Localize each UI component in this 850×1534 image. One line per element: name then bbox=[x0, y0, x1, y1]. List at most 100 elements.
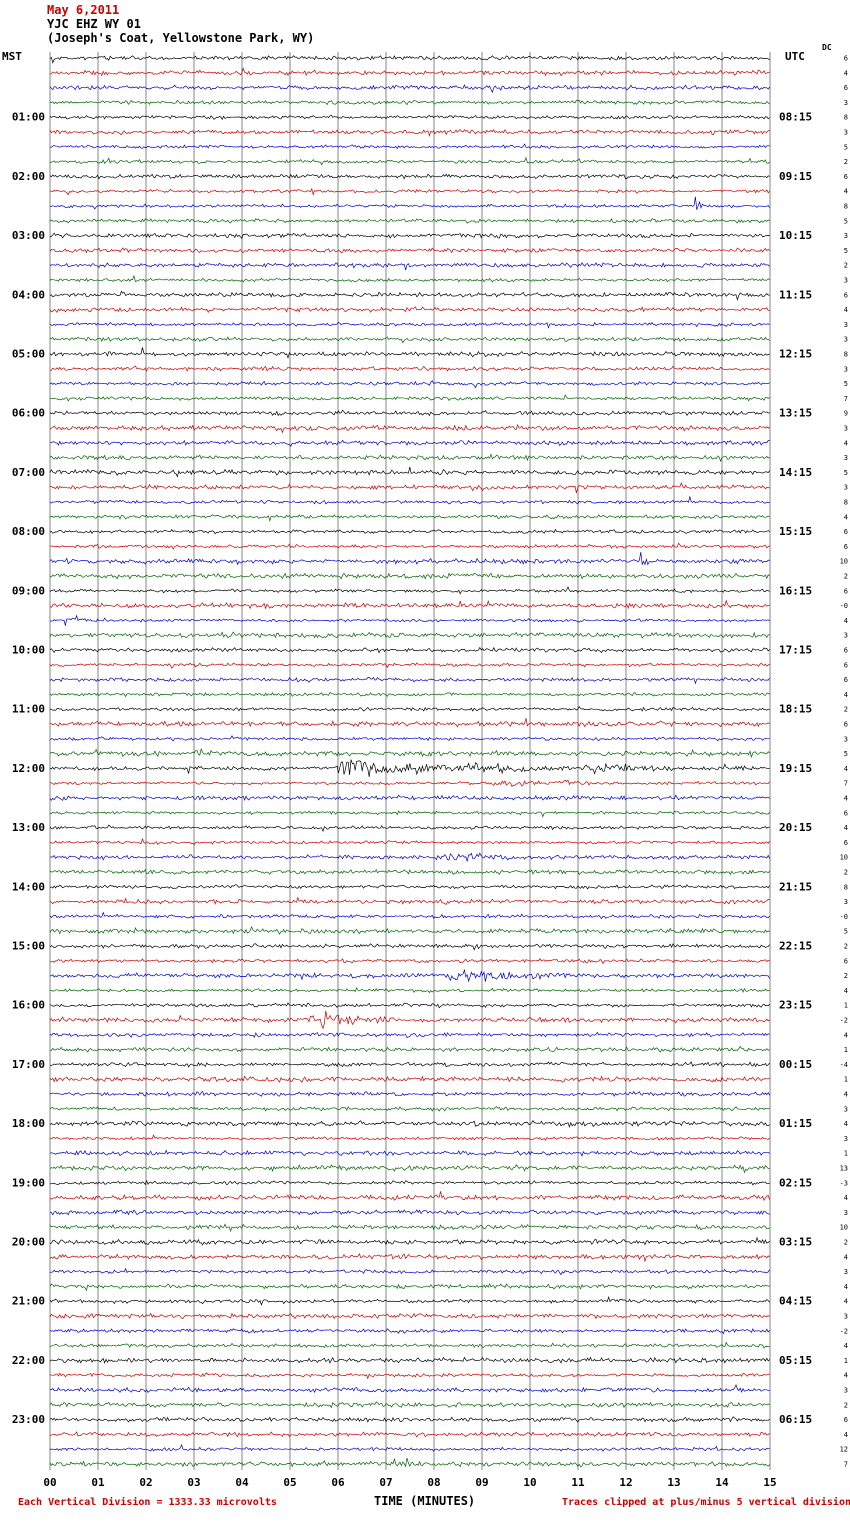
plot-text-label: 4 bbox=[844, 306, 848, 314]
plot-text-label: 10 bbox=[840, 854, 848, 862]
seismogram-trace-row bbox=[49, 1372, 770, 1380]
plot-text-label: 8 bbox=[844, 114, 848, 122]
plot-text-label: 4 bbox=[844, 617, 848, 625]
right-axis-label: UTC bbox=[785, 50, 805, 63]
date-title: May 6,2011 bbox=[47, 3, 120, 17]
seismogram-trace-row bbox=[49, 1328, 770, 1335]
plot-text-label: 2 bbox=[844, 158, 848, 166]
plot-text-label: -4 bbox=[840, 1061, 848, 1069]
plot-text-label: 3 bbox=[844, 484, 848, 492]
plot-text-label: 2 bbox=[844, 262, 848, 270]
plot-text-label: 09:15 bbox=[779, 170, 812, 183]
plot-text-label: 6 bbox=[844, 676, 848, 684]
seismogram-trace-row bbox=[49, 1002, 770, 1009]
plot-text-label: 05:15 bbox=[779, 1354, 812, 1367]
plot-text-label: 7 bbox=[844, 395, 848, 403]
seismogram-trace-row bbox=[49, 114, 770, 121]
plot-text-label: -0 bbox=[840, 602, 848, 610]
seismogram-trace-row bbox=[49, 1164, 770, 1174]
scale-note: Each Vertical Division = 1333.33 microvo… bbox=[18, 1497, 277, 1508]
plot-text-label: 3 bbox=[844, 1313, 848, 1321]
plot-text-label: 4 bbox=[844, 1283, 848, 1291]
plot-text-label: 1 bbox=[844, 1150, 848, 1158]
plot-text-label: 3 bbox=[844, 898, 848, 906]
seismogram-trace-row bbox=[49, 409, 770, 417]
plot-text-label: 09 bbox=[475, 1476, 488, 1489]
seismogram-trace-row bbox=[49, 1179, 770, 1186]
plot-text-label: 07 bbox=[379, 1476, 392, 1489]
seismogram-trace-row bbox=[49, 143, 770, 150]
plot-text-label: 4 bbox=[844, 1431, 848, 1439]
plot-text-label: 4 bbox=[844, 1120, 848, 1128]
plot-text-label: 01 bbox=[91, 1476, 105, 1489]
plot-text-label: 6 bbox=[844, 587, 848, 595]
plot-text-label: 14:15 bbox=[779, 466, 812, 479]
plot-text-label: 01:15 bbox=[779, 1117, 812, 1130]
seismogram-trace-row bbox=[49, 868, 770, 876]
seismogram-trace-row bbox=[49, 747, 770, 759]
seismogram-trace-row bbox=[49, 852, 770, 862]
seismogram-trace-row bbox=[49, 884, 770, 890]
plot-text-label: 3 bbox=[844, 735, 848, 743]
plot-text-label: 16:00 bbox=[12, 999, 45, 1012]
plot-text-label: 4 bbox=[844, 824, 848, 832]
plot-text-label: 12 bbox=[840, 1446, 848, 1454]
plot-text-label: 23:15 bbox=[779, 999, 812, 1012]
seismogram-trace-row bbox=[49, 1075, 770, 1083]
plot-text-label: 02:00 bbox=[12, 170, 45, 183]
plot-text-label: 2 bbox=[844, 1401, 848, 1409]
seismogram-trace-row bbox=[49, 586, 770, 595]
seismogram-trace-row bbox=[49, 542, 770, 550]
seismogram-trace-row bbox=[49, 1045, 770, 1053]
plot-text-label: 4 bbox=[844, 1091, 848, 1099]
plot-text-label: 4 bbox=[844, 439, 848, 447]
seismogram-trace-row bbox=[49, 514, 770, 523]
plot-text-label: 6 bbox=[844, 957, 848, 965]
plot-text-label: 18:15 bbox=[779, 703, 812, 716]
plot-text-label: 12:00 bbox=[12, 762, 45, 775]
seismogram-trace-row bbox=[49, 247, 770, 254]
plot-text-label: 6 bbox=[844, 647, 848, 655]
plot-text-label: 11:15 bbox=[779, 288, 812, 301]
plot-text-label: 15:15 bbox=[779, 525, 812, 538]
plot-text-label: 3 bbox=[844, 1387, 848, 1395]
seismogram-trace-row bbox=[49, 1383, 770, 1394]
seismogram-trace-row bbox=[49, 1457, 770, 1468]
seismogram-trace-row bbox=[49, 1236, 770, 1246]
plot-text-label: 7 bbox=[844, 780, 848, 788]
left-axis-label: MST bbox=[2, 50, 22, 63]
seismogram-trace-row bbox=[49, 1105, 770, 1112]
plot-text-label: 6 bbox=[844, 721, 848, 729]
plot-text-label: 3 bbox=[844, 1135, 848, 1143]
seismogram-trace-row bbox=[49, 1061, 770, 1068]
dc-column-label: DC bbox=[822, 43, 832, 52]
seismogram-trace-row bbox=[49, 1253, 770, 1263]
plot-text-label: 11:00 bbox=[12, 703, 45, 716]
plot-text-label: 5 bbox=[844, 143, 848, 151]
plot-text-label: 13:15 bbox=[779, 407, 812, 420]
plot-text-label: 14 bbox=[715, 1476, 729, 1489]
seismogram-trace-row bbox=[49, 1283, 770, 1292]
plot-text-label: 21:00 bbox=[12, 1295, 45, 1308]
plot-text-label: 22:15 bbox=[779, 940, 812, 953]
plot-text-label: 15 bbox=[763, 1476, 776, 1489]
seismogram-trace-row bbox=[49, 631, 770, 639]
plot-text-label: 13 bbox=[667, 1476, 680, 1489]
seismogram-trace-row bbox=[49, 1031, 770, 1038]
plot-text-label: 4 bbox=[844, 765, 848, 773]
seismogram-trace-row bbox=[49, 380, 770, 389]
seismogram-trace-row bbox=[49, 466, 770, 478]
seismogram-trace-row bbox=[49, 779, 770, 788]
seismogram-trace-row bbox=[49, 1090, 770, 1097]
seismogram-trace-row bbox=[49, 495, 770, 505]
seismogram-trace-row bbox=[49, 1416, 770, 1423]
plot-text-label: 06:00 bbox=[12, 407, 45, 420]
clip-note: Traces clipped at plus/minus 5 vertical … bbox=[562, 1497, 850, 1508]
plot-text-label: 4 bbox=[844, 795, 848, 803]
plot-text-label: -3 bbox=[840, 1179, 848, 1187]
plot-text-label: 6 bbox=[844, 661, 848, 669]
seismogram-trace-row bbox=[49, 1401, 770, 1409]
plot-text-label: 4 bbox=[844, 1298, 848, 1306]
plot-text-label: 3 bbox=[844, 277, 848, 285]
